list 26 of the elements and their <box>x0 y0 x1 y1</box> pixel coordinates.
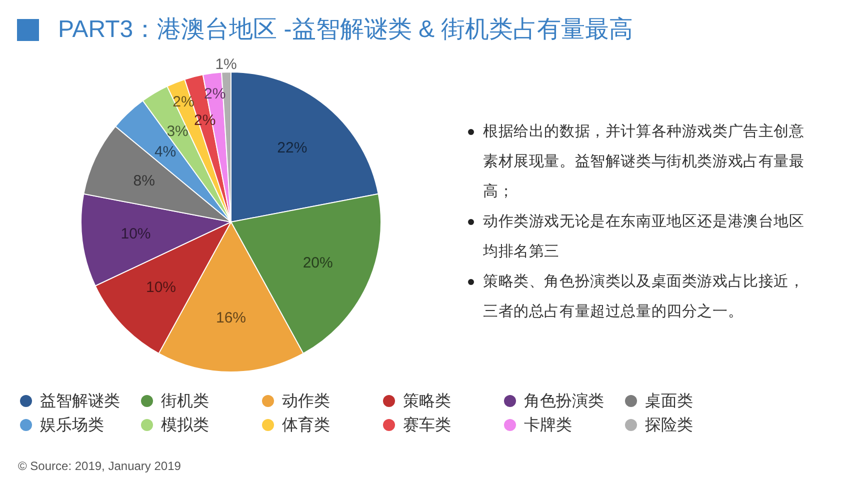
legend-label: 模拟类 <box>161 416 209 436</box>
data-label: 4% <box>154 144 176 161</box>
data-label: 20% <box>302 254 333 272</box>
legend-label: 街机类 <box>161 392 209 412</box>
legend-label: 益智解谜类 <box>40 392 120 412</box>
text: © Source: 2019, January 2019 <box>18 459 181 473</box>
legend-label: 角色扮演类 <box>524 392 604 412</box>
legend-label: 娱乐场类 <box>40 416 104 436</box>
legend-label: 卡牌类 <box>524 416 572 436</box>
legend-label: 体育类 <box>282 415 330 436</box>
data-label: 10% <box>120 226 151 243</box>
data-label: 16% <box>216 310 246 326</box>
data-label: 22% <box>277 140 308 157</box>
data-label: 8% <box>133 172 155 190</box>
text: 根据给出的数据，并计算各种游戏类广告主创意素材展现量。益智解谜类与街机类游戏占有量最高； <box>483 123 804 200</box>
text: 策略类、角色扮演类以及桌面类游戏占比接近，三者的总占有量超过总量的四分之一。 <box>483 273 804 320</box>
data-label: 10% <box>146 279 176 296</box>
chart-title: PART3：港澳台地区 -益智解谜类 & 街机类占有量最高 <box>58 16 634 43</box>
legend-label: 探险类 <box>645 416 693 436</box>
text: 动作类游戏无论是在东南亚地区还是港澳台地区均排名第三 <box>483 213 804 260</box>
legend-label: 桌面类 <box>645 392 693 412</box>
data-label: 1% <box>215 56 237 74</box>
legend-label: 策略类 <box>403 392 451 412</box>
legend-label: 动作类 <box>282 392 330 412</box>
data-label: 3% <box>166 123 188 140</box>
legend-label: 赛车类 <box>403 416 451 436</box>
